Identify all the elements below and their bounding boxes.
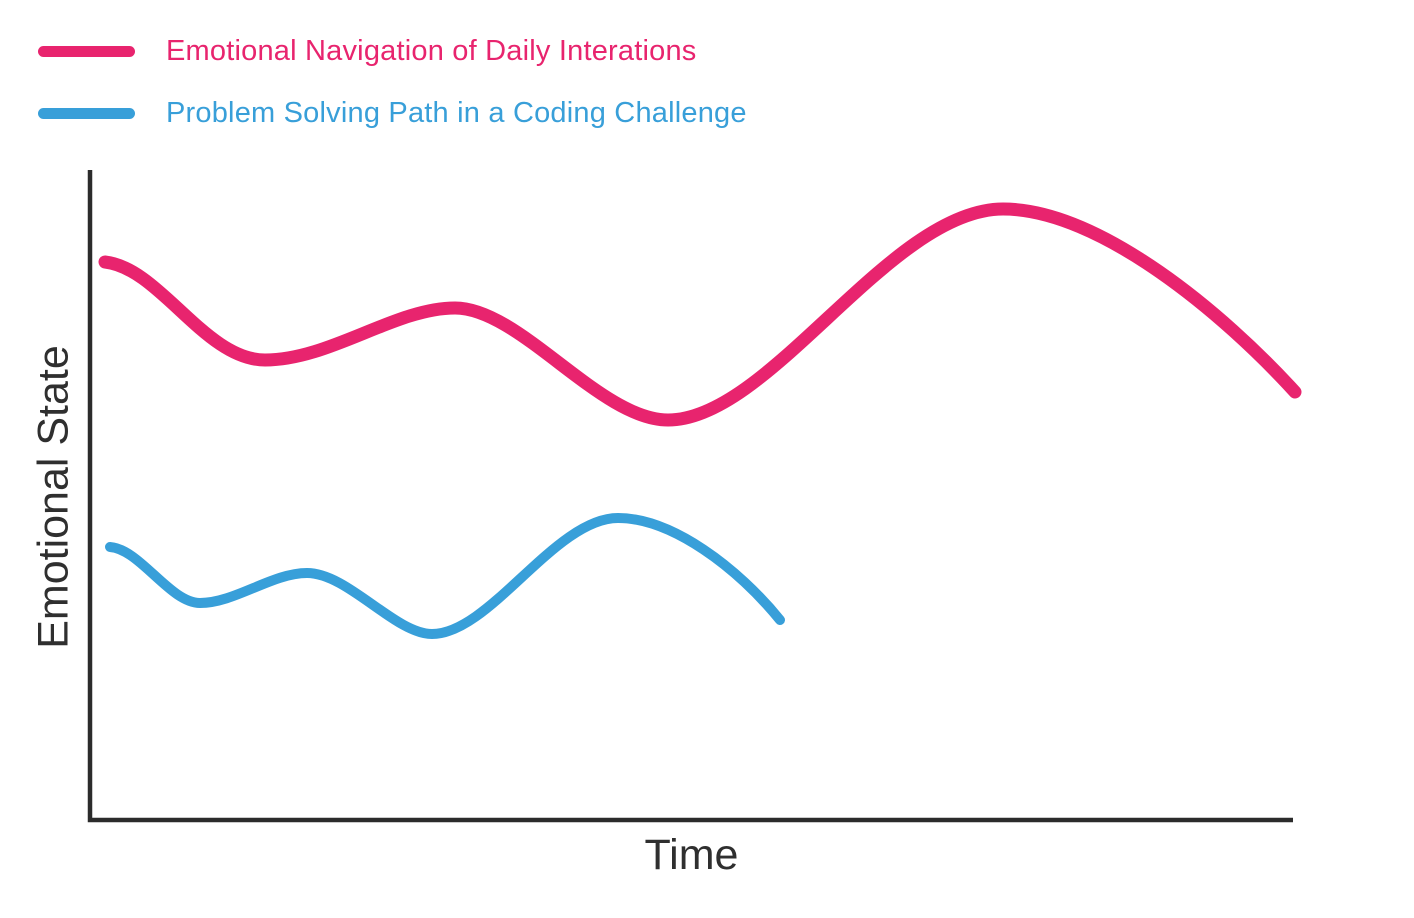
line-coding-challenge: [105, 513, 785, 639]
legend-item-coding-challenge: Problem Solving Path in a Coding Challen…: [38, 96, 747, 130]
x-axis-label: Time: [644, 831, 739, 879]
legend-label-coding-challenge: Problem Solving Path in a Coding Challen…: [166, 97, 747, 129]
legend-swatch-pink: [38, 45, 135, 57]
y-axis-label: Emotional State: [29, 345, 78, 649]
legend-item-daily-interactions: Emotional Navigation of Daily Interation…: [38, 34, 696, 68]
axis-lines: [87, 170, 1293, 823]
legend-swatch-blue: [38, 107, 135, 119]
legend-label-daily-interactions: Emotional Navigation of Daily Interation…: [166, 35, 697, 67]
line-daily-interactions: [98, 202, 1302, 427]
